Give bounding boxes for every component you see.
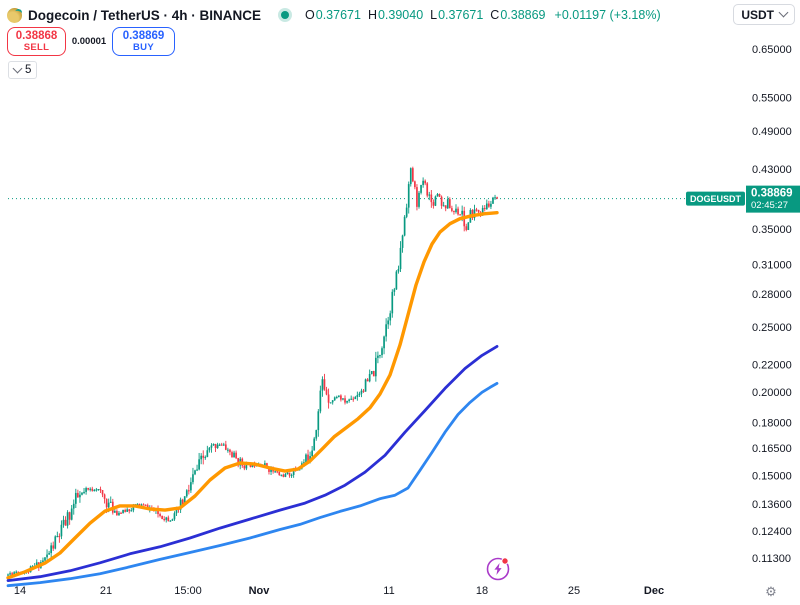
price-axis-label: 0.49000 (752, 126, 792, 138)
current-price-value: 0.38869 (751, 188, 793, 200)
price-axis-label: 0.22000 (752, 359, 792, 371)
price-axis-label: 0.18000 (752, 418, 792, 430)
ohlc-close: C0.38869 (490, 8, 546, 22)
buy-label: BUY (133, 41, 154, 53)
buy-button[interactable]: 0.38869 BUY (112, 27, 175, 56)
price-axis-label: 0.43000 (752, 164, 792, 176)
currency-dropdown[interactable]: USDT (733, 4, 795, 25)
time-axis[interactable]: 14 21 15:00 Nov 11 18 25 Dec (14, 585, 664, 597)
currency-label: USDT (741, 7, 774, 22)
symbol-button[interactable]: Dogecoin / TetherUS · 4h · BINANCE (7, 7, 262, 23)
events-icon[interactable] (486, 557, 510, 581)
price-axis-label: 0.12400 (752, 526, 792, 538)
price-axis-label: 0.13600 (752, 499, 792, 511)
price-axis-label: 0.28000 (752, 289, 792, 301)
sell-button[interactable]: 0.38868 SELL (7, 27, 66, 56)
time-axis-label: 25 (568, 585, 580, 597)
chevron-down-icon (12, 63, 23, 73)
lightning-bolt-icon (494, 563, 502, 575)
chevron-down-icon (778, 7, 789, 18)
price-axis-label: 0.65000 (752, 44, 792, 56)
ohlc-low: L0.37671 (430, 8, 484, 22)
price-axis[interactable]: 0.65000 0.55000 0.49000 0.43000 0.35000 0.310… (752, 44, 792, 565)
candles-layer (7, 166, 498, 578)
ohlc-high: H0.39040 (367, 8, 424, 22)
interval-value: 5 (25, 64, 32, 76)
time-axis-label: 11 (383, 585, 394, 597)
price-axis-label: 0.16500 (752, 443, 792, 455)
time-axis-label: Dec (644, 585, 664, 597)
ohlc-open: O0.37671 (305, 8, 361, 22)
time-axis-label: 15:00 (174, 585, 202, 597)
notification-dot-icon (501, 557, 509, 565)
price-axis-label: 0.55000 (752, 93, 792, 105)
time-axis-label: Nov (249, 585, 271, 597)
price-axis-label: 0.20000 (752, 387, 792, 399)
market-status-icon (281, 11, 290, 19)
symbol-price-label: DOGEUSDT (686, 191, 745, 206)
price-axis-label: 0.15000 (752, 471, 792, 483)
top-toolbar: Dogecoin / TetherUS · 4h · BINANCE O0.37… (7, 3, 661, 27)
price-axis-label: 0.31000 (752, 259, 792, 271)
symbol-title: Dogecoin / TetherUS · 4h · BINANCE (28, 7, 262, 23)
time-axis-label: 18 (476, 585, 488, 597)
interval-dropdown[interactable]: 5 (8, 61, 38, 79)
svg-text:DOGEUSDT: DOGEUSDT (690, 194, 742, 204)
price-axis-label: 0.25000 (752, 322, 792, 334)
ma-orange-line (6, 210, 499, 580)
time-axis-label: 21 (100, 585, 112, 597)
spread-value: 0.00001 (71, 36, 107, 47)
sell-price: 0.38868 (15, 30, 58, 43)
price-axis-label: 0.35000 (752, 224, 792, 236)
buy-price: 0.38869 (122, 30, 165, 43)
sell-label: SELL (23, 41, 50, 53)
trade-panel: 0.38868 SELL 0.00001 0.38869 BUY (7, 27, 175, 56)
ohlc-readout: O0.37671 H0.39040 L0.37671 C0.38869 +0.0… (305, 8, 661, 22)
ma-lightblue-line (6, 381, 499, 588)
candle-countdown: 02:45:27 (751, 200, 788, 211)
price-axis-label: 0.11300 (752, 553, 791, 565)
ma-blue-line (6, 344, 499, 582)
price-scale-settings-icon[interactable]: ⚙ (765, 584, 777, 599)
dogecoin-logo-icon (7, 7, 22, 23)
price-change: +0.01197 (+3.18%) (554, 8, 661, 22)
time-axis-label: 14 (14, 585, 26, 597)
